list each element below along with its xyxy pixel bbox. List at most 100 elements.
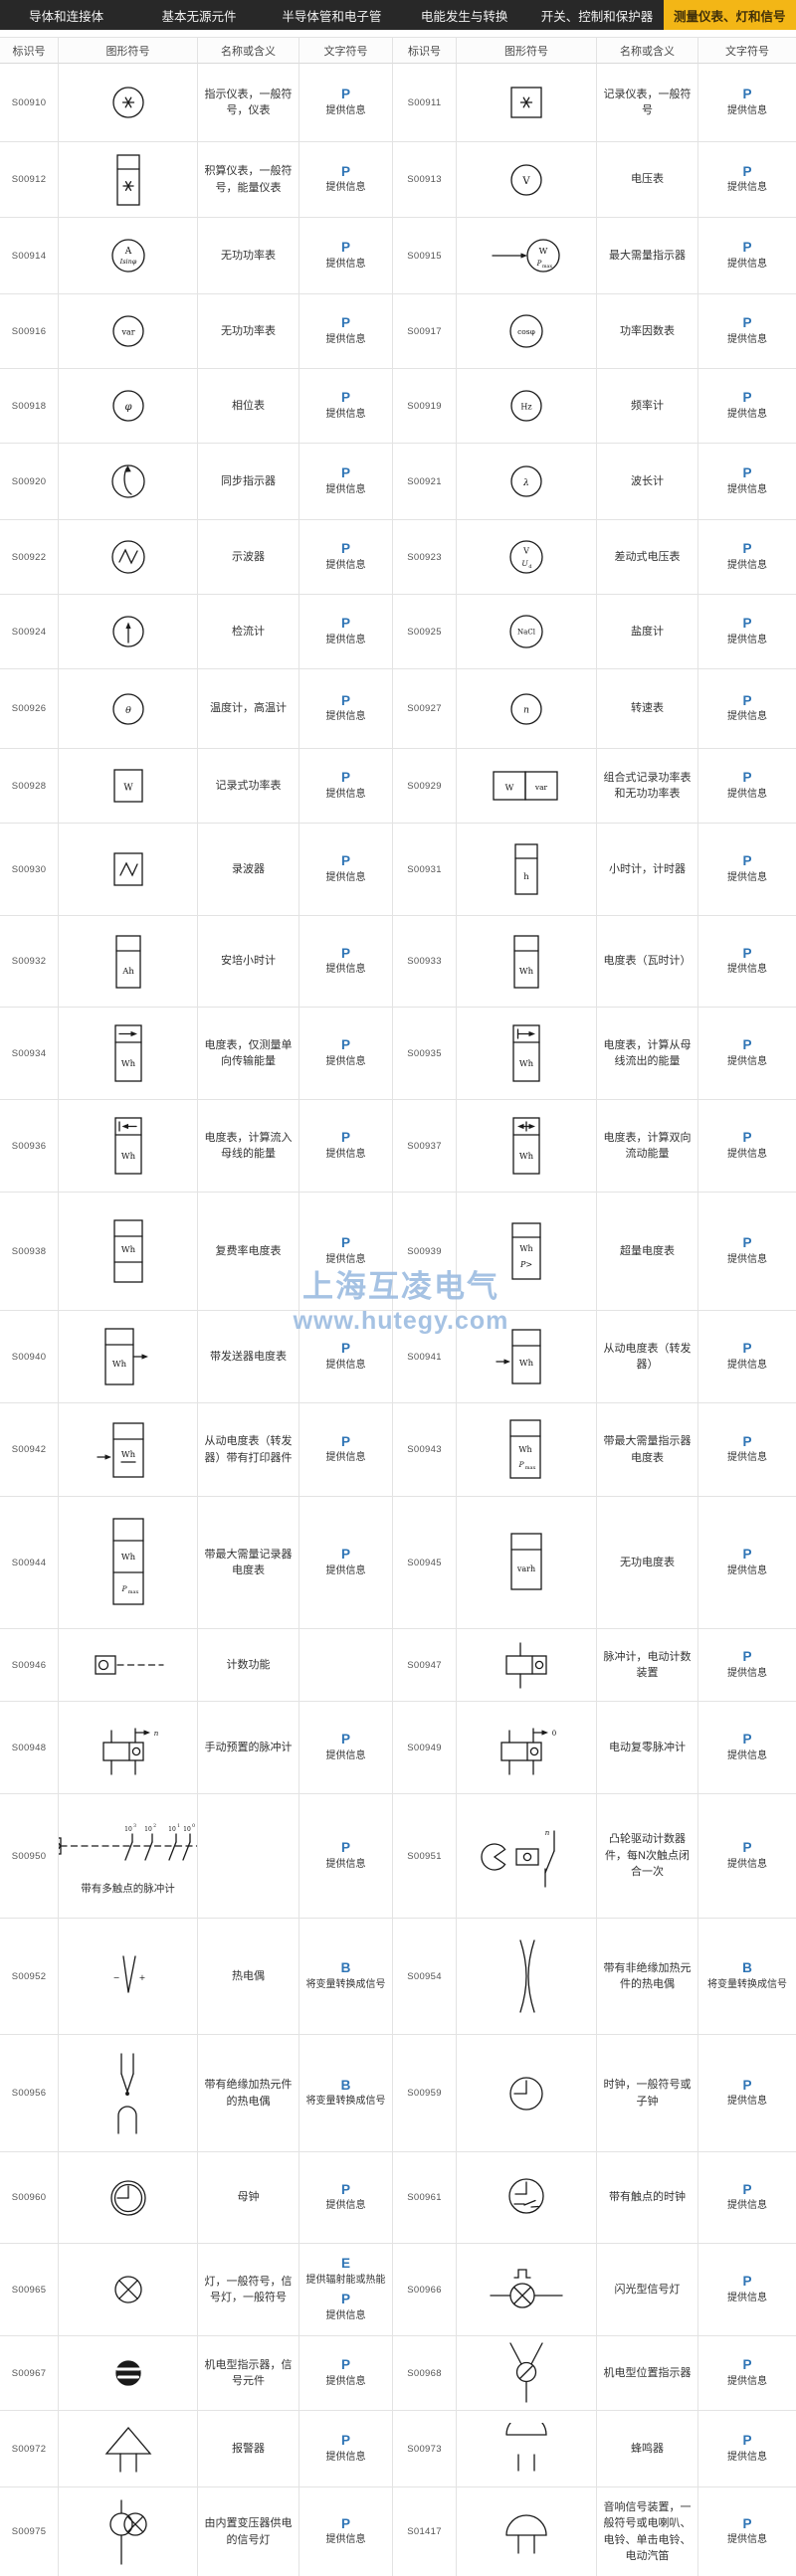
nav-tab-4[interactable]: 电能发生与转换	[420, 9, 508, 24]
letter-code-description: 提供信息	[727, 104, 767, 116]
letter-code: P	[340, 770, 350, 786]
letter-code-group: B 将变量转换成信号	[306, 1960, 386, 1991]
symbol-name: 带发送器电度表	[198, 1311, 299, 1403]
symbol-id: S01417	[393, 2487, 457, 2576]
master-clock-icon	[109, 2179, 146, 2216]
letter-code-description: 提供信息	[325, 333, 366, 345]
graphic-symbol-cell: var	[59, 294, 198, 369]
nav-tab-3[interactable]: 半导体管和电子管	[282, 9, 382, 24]
letter-code-description: 提供信息	[325, 104, 366, 116]
symbol-id: S00924	[0, 595, 59, 669]
letter-code-cell: P 提供信息	[698, 595, 796, 669]
letter-code-group: P 提供信息	[727, 1732, 767, 1762]
letter-code-description: 提供信息	[325, 1858, 366, 1870]
letter-code-cell: P 提供信息	[299, 1193, 393, 1311]
letter-code-description: 提供信息	[727, 2375, 767, 2387]
circle-V-Ud-icon: VU d	[509, 540, 543, 574]
letter-code: P	[742, 2181, 752, 2197]
svg-text:2: 2	[153, 1823, 156, 1829]
circle-Hz-icon: Hz	[510, 390, 542, 422]
letter-code-cell: E 提供辐射能或热能 P 提供信息	[299, 2244, 393, 2336]
letter-code: B	[742, 1960, 752, 1976]
symbol-name: 组合式记录功率表和无功功率表	[597, 749, 698, 824]
svg-text:A: A	[123, 247, 131, 257]
letter-code-group: P 提供信息	[727, 315, 767, 346]
symbol-id: S00912	[0, 142, 59, 218]
letter-code-group: P 提供信息	[326, 240, 366, 271]
letter-code-cell: P 提供信息	[698, 749, 796, 824]
letter-code-group: P 提供信息	[727, 1649, 767, 1680]
letter-code-cell: P 提供信息	[299, 824, 393, 916]
symbol-id: S00973	[393, 2411, 457, 2487]
symbol-id: S00948	[0, 1702, 59, 1794]
graphic-symbol-cell: Wh	[457, 1100, 597, 1193]
svg-text:Wh: Wh	[120, 1059, 135, 1069]
letter-code-description: 提供信息	[727, 1858, 767, 1870]
svg-text:n: n	[545, 1829, 550, 1837]
symbol-id: S00945	[393, 1497, 457, 1629]
svg-text:Ah: Ah	[121, 967, 134, 977]
symbol-id: S00919	[393, 369, 457, 444]
symbol-name: 凸轮驱动计数器件，每N次触点闭合一次	[597, 1794, 698, 1919]
letter-code: P	[340, 2433, 350, 2449]
svg-text:var: var	[534, 783, 548, 792]
svg-text:P: P	[536, 260, 542, 268]
symbol-name: 母钟	[198, 2152, 299, 2244]
symbol-name: 闪光型信号灯	[597, 2244, 698, 2336]
circle-arrow-up-icon	[111, 616, 144, 647]
letter-code-group: P 提供信息	[326, 1235, 366, 1266]
clock-contact-icon	[508, 2177, 544, 2214]
letter-code: P	[340, 2292, 350, 2306]
svg-text:3: 3	[133, 1823, 136, 1829]
letter-code-group: P 提供信息	[727, 2274, 767, 2304]
svg-text:U: U	[521, 559, 528, 568]
letter-code-group: P 提供信息	[326, 465, 366, 496]
svg-text:θ: θ	[125, 705, 131, 716]
symbol-id: S00947	[393, 1629, 457, 1702]
letter-code: E	[340, 2256, 350, 2272]
letter-code-cell: P 提供信息	[299, 595, 393, 669]
graphic-symbol-cell	[457, 64, 597, 142]
graphic-symbol-cell	[457, 1919, 597, 2035]
symbol-name: 小时计，计时器	[597, 824, 698, 916]
letter-code: P	[742, 2077, 752, 2093]
svg-text:V: V	[522, 547, 529, 556]
symbol-id: S00960	[0, 2152, 59, 2244]
symbol-id: S00952	[0, 1919, 59, 2035]
graphic-symbol-cell: Wh	[59, 1311, 198, 1403]
letter-code-group: P 提供信息	[326, 853, 366, 884]
svg-text:10: 10	[124, 1826, 132, 1833]
letter-code-description: 提供信息	[325, 964, 366, 976]
graphic-symbol-cell	[59, 1629, 198, 1702]
symbol-name: 带有绝缘加热元件的热电偶	[198, 2035, 299, 2152]
letter-code: P	[340, 1840, 350, 1856]
graphic-symbol-cell: θ	[59, 669, 198, 749]
letter-code-description: 提供信息	[727, 1667, 767, 1679]
graphic-symbol-cell	[59, 595, 198, 669]
letter-code: P	[742, 1130, 752, 1146]
letter-code-group: P 提供信息	[326, 2516, 366, 2547]
clock-icon	[509, 2076, 543, 2111]
graphic-symbol-cell	[59, 64, 198, 142]
svg-text:max: max	[127, 1589, 138, 1595]
letter-code-cell: B 将变量转换成信号	[299, 2035, 393, 2152]
table-row: S00916 var 无功功率表 P 提供信息 S00917 cosφ 功率因数表 P 提供信息	[0, 294, 796, 369]
nav-tab-1[interactable]: 导体和连接体	[29, 9, 104, 24]
symbol-id: S00961	[393, 2152, 457, 2244]
letter-code: P	[340, 465, 350, 481]
nav-tab-2[interactable]: 基本无源元件	[161, 9, 237, 24]
nav-tab-5[interactable]: 开关、控制和保护器	[540, 9, 654, 24]
letter-code: P	[742, 945, 752, 961]
letter-code-description: 将变量转换成信号	[305, 2096, 386, 2108]
nav-tab-6-active[interactable]: 测量仪表、灯和信号	[663, 0, 796, 30]
symbol-name	[198, 1794, 299, 1919]
circle-var-icon: var	[111, 315, 144, 347]
symbol-name: 录波器	[198, 824, 299, 916]
letter-code-description: 提供信息	[727, 1359, 767, 1371]
table-row: S00965 灯，一般符号，信号灯，一般符号 E 提供辐射能或热能 P 提供信息 S0096…	[0, 2244, 796, 2336]
letter-code-group: P 提供信息	[727, 541, 767, 572]
letter-code-cell: P 提供信息	[299, 1311, 393, 1403]
symbol-id: S00966	[393, 2244, 457, 2336]
